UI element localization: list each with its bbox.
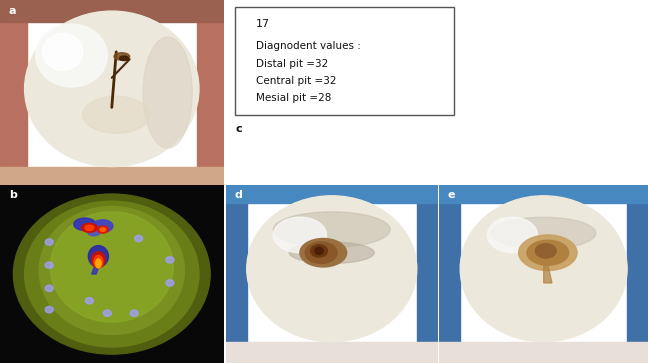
Ellipse shape [535,244,556,258]
Polygon shape [226,185,247,363]
Circle shape [45,262,53,268]
Ellipse shape [25,11,199,167]
FancyBboxPatch shape [235,7,454,115]
Ellipse shape [492,217,596,249]
Ellipse shape [247,196,417,342]
Ellipse shape [315,248,323,254]
Polygon shape [627,185,648,363]
Ellipse shape [74,218,96,231]
Ellipse shape [100,228,106,231]
Ellipse shape [25,201,199,347]
Text: 17: 17 [256,19,270,29]
Polygon shape [0,0,27,185]
Polygon shape [0,185,224,363]
Ellipse shape [14,194,210,354]
Ellipse shape [93,220,113,232]
Polygon shape [0,0,224,22]
Circle shape [45,285,53,291]
Circle shape [130,310,138,317]
Circle shape [166,280,174,286]
Text: Mesial pit =28: Mesial pit =28 [256,93,332,103]
Ellipse shape [120,56,128,61]
Text: a: a [9,5,16,16]
Ellipse shape [39,207,185,335]
Ellipse shape [310,245,327,257]
Text: d: d [234,191,242,200]
Ellipse shape [518,235,577,270]
Polygon shape [91,256,103,274]
Ellipse shape [527,240,569,265]
Ellipse shape [300,238,347,267]
Ellipse shape [88,246,108,267]
Ellipse shape [36,24,108,87]
Circle shape [103,310,111,317]
Text: b: b [9,191,17,200]
Ellipse shape [273,212,390,248]
Circle shape [45,306,53,313]
Polygon shape [0,167,224,185]
Text: e: e [448,191,455,200]
Ellipse shape [114,53,130,60]
Ellipse shape [289,242,375,264]
Polygon shape [226,342,438,363]
Text: Central pit =32: Central pit =32 [256,76,337,86]
Ellipse shape [273,217,327,253]
Text: Distal pit =32: Distal pit =32 [256,59,329,69]
Ellipse shape [97,226,108,233]
Polygon shape [439,185,460,363]
Circle shape [166,257,174,263]
Polygon shape [544,265,552,283]
Ellipse shape [95,259,101,268]
Ellipse shape [305,242,337,264]
Circle shape [45,239,53,245]
Text: c: c [235,124,242,134]
Ellipse shape [460,196,627,342]
Polygon shape [439,342,648,363]
Ellipse shape [83,96,150,133]
Ellipse shape [87,227,100,236]
Polygon shape [226,185,438,203]
Ellipse shape [94,256,103,268]
Text: Diagnodent values :: Diagnodent values : [256,41,361,51]
Ellipse shape [51,212,173,322]
Polygon shape [417,185,438,363]
Ellipse shape [143,37,192,148]
Ellipse shape [85,225,94,231]
Ellipse shape [82,223,97,232]
Ellipse shape [487,217,537,253]
Circle shape [86,298,93,304]
Polygon shape [439,185,648,203]
Ellipse shape [91,252,105,268]
Ellipse shape [43,33,83,70]
Circle shape [135,235,143,242]
Polygon shape [197,0,224,185]
